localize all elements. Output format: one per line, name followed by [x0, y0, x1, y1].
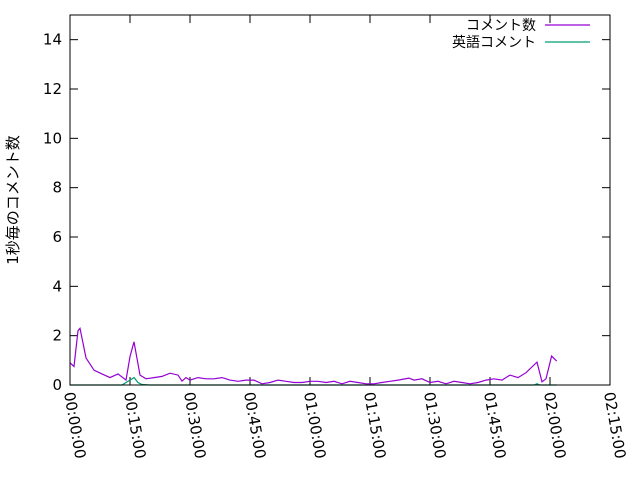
x-tick-label: 00:45:00 [240, 391, 269, 460]
y-tick-label: 8 [52, 179, 62, 197]
y-tick-label: 2 [52, 327, 62, 345]
y-axis-label: 1秒毎のコメント数 [4, 135, 22, 265]
x-tick-label: 00:15:00 [120, 391, 149, 460]
y-tick-label: 12 [43, 80, 62, 98]
series-line [70, 376, 557, 386]
plot-border [69, 14, 611, 386]
x-tick-label: 01:15:00 [360, 391, 389, 460]
y-tick-label: 6 [52, 228, 62, 246]
legend-label: コメント数 [466, 18, 536, 34]
x-tick-label: 02:00:00 [540, 391, 569, 460]
x-tick-label: 01:00:00 [300, 391, 329, 460]
y-tick-label: 10 [43, 129, 62, 147]
x-tick-label: 00:00:00 [60, 391, 89, 460]
x-tick-label: 00:30:00 [180, 391, 209, 460]
legend-label: 英語コメント [452, 34, 536, 51]
x-tick-label: 02:15:00 [600, 391, 629, 460]
y-tick-label: 4 [52, 277, 62, 295]
x-tick-label: 01:30:00 [420, 391, 449, 460]
y-tick-label: 0 [52, 376, 62, 394]
x-tick-label: 01:45:00 [480, 391, 509, 460]
y-tick-label: 14 [43, 31, 62, 49]
series-line [69, 326, 558, 385]
